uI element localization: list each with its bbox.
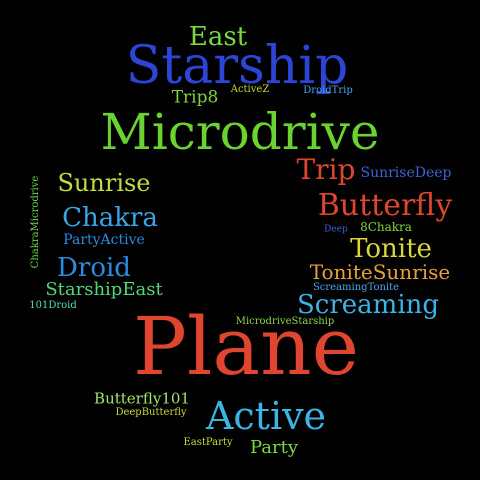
word-partyactive: PartyActive: [63, 232, 145, 248]
word-microdrivestarship: MicrodriveStarship: [235, 316, 335, 327]
word-sunrise: Sunrise: [57, 169, 151, 197]
word-deepbutterfly: DeepButterfly: [115, 407, 187, 418]
word-butterfly101: Butterfly101: [94, 389, 190, 408]
word-party: Party: [249, 437, 299, 458]
word-chakramicrodrive: ChakraMicrodrive: [30, 175, 41, 269]
word-screamingtonite: ScreamingTonite: [312, 282, 400, 293]
word-activez: ActiveZ: [230, 84, 270, 95]
word-active: Active: [205, 394, 327, 438]
word-screaming: Screaming: [296, 290, 440, 320]
word-deep: Deep: [324, 224, 348, 235]
word-chakra: Chakra: [62, 203, 158, 233]
word-east: East: [188, 22, 248, 52]
word-tonite: Tonite: [350, 234, 432, 264]
word-trip8: Trip8: [171, 87, 219, 108]
word-microdrive: Microdrive: [100, 103, 380, 161]
word-101droid: 101Droid: [29, 300, 77, 311]
word-sunrisedeep: SunriseDeep: [360, 165, 452, 181]
word-8chakra: 8Chakra: [360, 220, 412, 234]
word-trip: Trip: [296, 153, 356, 186]
word-plane: Plane: [133, 300, 359, 393]
word-starship: Starship: [125, 36, 349, 96]
word-eastparty: EastParty: [183, 437, 233, 448]
word-butterfly: Butterfly: [317, 188, 453, 223]
word-tonitesunrise: ToniteSunrise: [309, 260, 451, 284]
word-droidtrip: DroidTrip: [303, 85, 353, 96]
word-droid: Droid: [57, 253, 131, 283]
word-starshipeast: StarshipEast: [45, 279, 163, 300]
